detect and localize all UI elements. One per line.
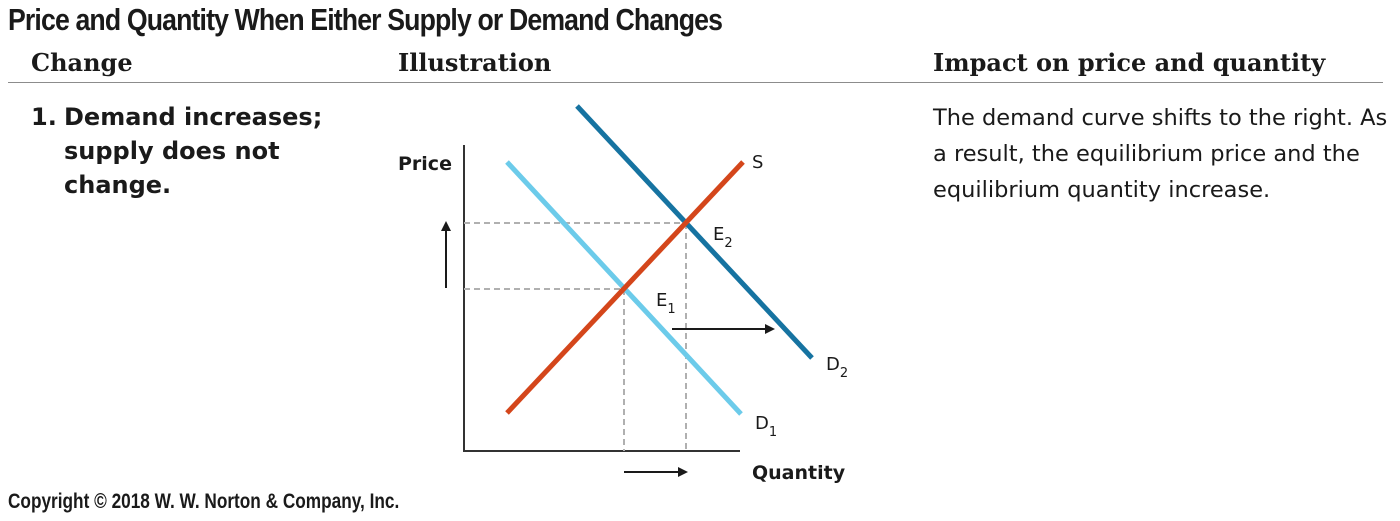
row-number: 1. bbox=[31, 103, 57, 131]
equilibrium-e1-label: E1 bbox=[656, 290, 676, 317]
copyright-notice: Copyright © 2018 W. W. Norton & Company,… bbox=[8, 490, 400, 513]
demand-curve-d2 bbox=[575, 104, 814, 360]
column-header-change: Change bbox=[31, 48, 133, 77]
column-header-illustration: Illustration bbox=[398, 48, 552, 77]
header-divider bbox=[8, 82, 1383, 83]
demand-d1-label: D1 bbox=[755, 413, 777, 440]
change-description: Demand increases; supply does not change… bbox=[64, 103, 323, 199]
y-axis-label: Price bbox=[398, 153, 452, 175]
impact-description: The demand curve shifts to the right. As… bbox=[933, 105, 1388, 203]
column-header-impact: Impact on price and quantity bbox=[933, 48, 1326, 77]
page-title: Price and Quantity When Either Supply or… bbox=[8, 2, 723, 37]
supply-curve bbox=[505, 160, 745, 415]
supply-label: S bbox=[752, 152, 763, 173]
demand-d2-label: D2 bbox=[826, 354, 848, 381]
x-axis-label: Quantity bbox=[752, 462, 846, 484]
equilibrium-e2-label: E2 bbox=[713, 224, 733, 251]
